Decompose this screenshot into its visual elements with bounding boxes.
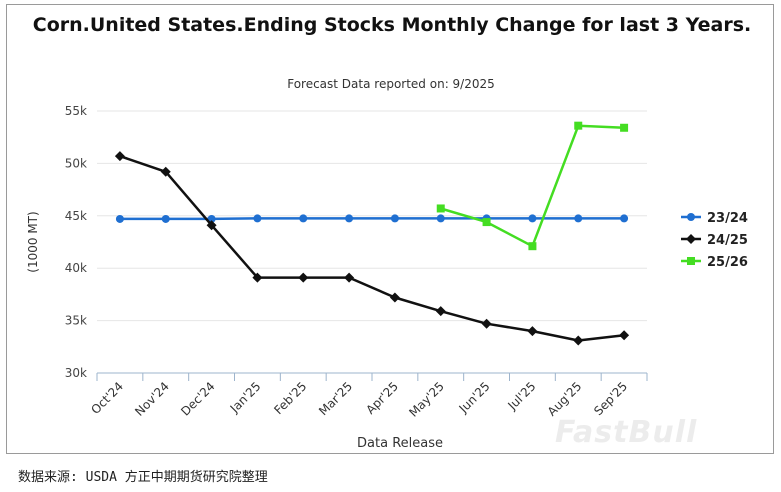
data-point xyxy=(481,318,492,329)
x-tick-label: Dec'24 xyxy=(178,379,217,418)
data-point xyxy=(114,151,125,162)
data-point xyxy=(687,213,695,221)
data-point xyxy=(390,214,399,223)
watermark: FastBull xyxy=(555,415,698,450)
data-point xyxy=(161,214,170,223)
data-point xyxy=(574,214,583,223)
x-tick-label: May'25 xyxy=(406,379,447,420)
chart-frame: Corn.United States.Ending Stocks Monthly… xyxy=(6,4,774,454)
grid-layer xyxy=(97,110,647,374)
legend: 23/24 24/25 25/26 xyxy=(681,211,748,270)
x-tick-label: Aug'25 xyxy=(545,379,585,419)
data-point xyxy=(344,272,355,283)
x-tick-label: Jun'25 xyxy=(456,379,493,416)
data-point xyxy=(574,121,583,130)
x-tick-label: Jul'25 xyxy=(505,379,539,413)
x-tick-label: Oct'24 xyxy=(88,379,126,417)
y-tick-label: 45k xyxy=(65,209,87,223)
data-point xyxy=(345,214,354,223)
footer-source: 数据来源: USDA 方正中期期货研究院整理 xyxy=(18,470,268,485)
data-point xyxy=(528,214,537,223)
data-point xyxy=(528,242,537,251)
chart-title: Corn.United States.Ending Stocks Monthly… xyxy=(32,14,752,36)
legend-item-25-26: 25/26 xyxy=(681,255,748,270)
data-point xyxy=(253,214,262,223)
y-tick-label: 40k xyxy=(65,261,87,275)
series-line xyxy=(119,217,625,221)
series-24-25 xyxy=(114,151,630,346)
data-point xyxy=(573,335,584,346)
x-axis-title: Data Release xyxy=(357,436,443,451)
x-tick-label: Sep'25 xyxy=(591,379,630,418)
data-point xyxy=(206,220,217,231)
x-tick-label: Apr'25 xyxy=(363,379,401,417)
legend-label: 24/25 xyxy=(707,233,748,248)
legend-label: 25/26 xyxy=(707,255,748,270)
data-point xyxy=(252,272,263,283)
series-23-24 xyxy=(115,214,629,223)
y-axis-title: (1000 MT) xyxy=(26,211,40,272)
x-tick-label: Mar'25 xyxy=(316,379,355,418)
y-tick-label: 55k xyxy=(65,104,87,118)
data-point xyxy=(160,166,171,177)
legend-label: 23/24 xyxy=(707,211,748,226)
series-layer xyxy=(114,121,630,346)
data-point xyxy=(686,234,696,244)
chart-plot: 30k 35k 40k 45k 50k 55k Oct'24 Nov'24 Dec'24 Jan'… xyxy=(26,104,748,451)
data-point xyxy=(299,214,308,223)
series-25-26 xyxy=(436,121,629,251)
data-point xyxy=(619,330,630,341)
series-line xyxy=(440,124,625,248)
data-point xyxy=(527,326,538,337)
y-tick-label: 35k xyxy=(65,314,87,328)
x-tick-label: Nov'24 xyxy=(132,379,172,419)
data-point xyxy=(389,292,400,303)
data-point xyxy=(620,123,629,132)
chart-subtitle: Forecast Data reported on: 9/2025 xyxy=(287,77,495,91)
legend-item-23-24: 23/24 xyxy=(681,211,748,226)
x-tick-label: Feb'25 xyxy=(271,379,309,417)
y-tick-label: 30k xyxy=(65,366,87,380)
data-point xyxy=(436,204,445,213)
data-point xyxy=(687,257,695,265)
x-tick-label: Jan'25 xyxy=(227,379,264,416)
data-point xyxy=(115,214,124,223)
y-tick-label: 50k xyxy=(65,156,87,170)
series-line xyxy=(119,154,625,342)
data-point xyxy=(482,218,491,227)
data-point xyxy=(436,214,445,223)
data-point xyxy=(620,214,629,223)
data-point xyxy=(298,272,309,283)
legend-item-24-25: 24/25 xyxy=(681,233,748,248)
data-point xyxy=(435,306,446,317)
